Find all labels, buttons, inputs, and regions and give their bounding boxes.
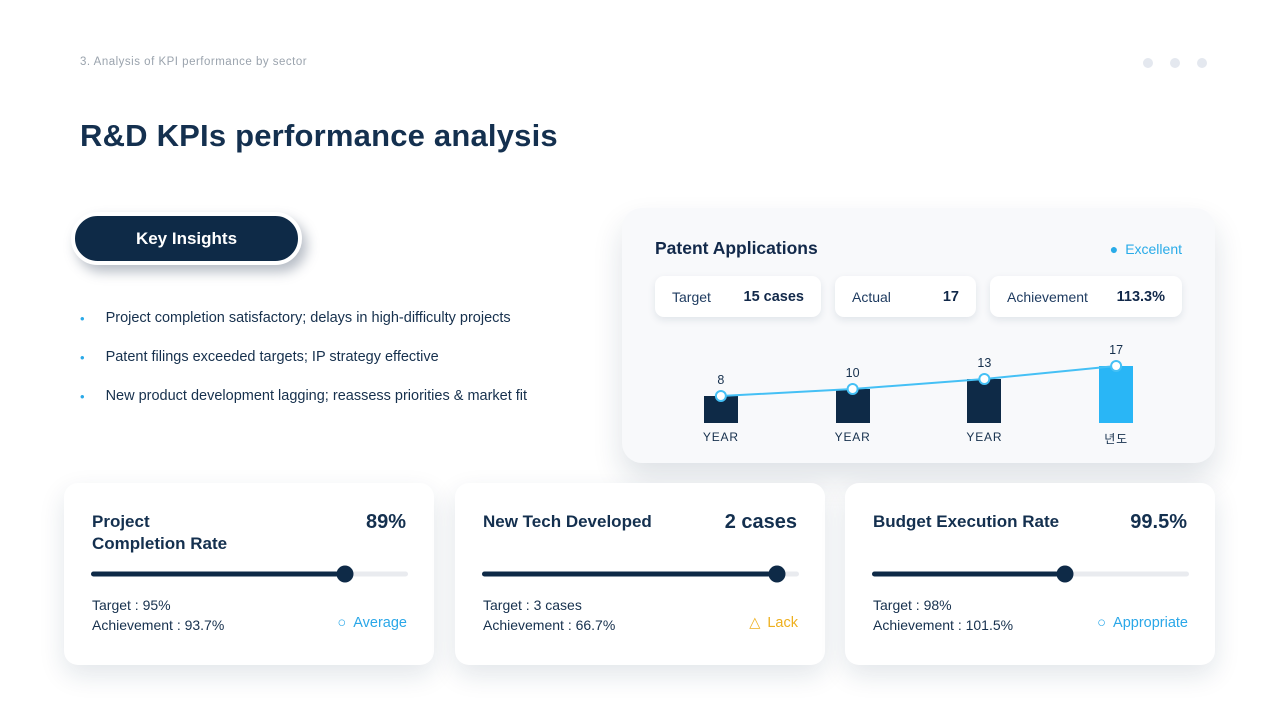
slide-progress-dot: [1170, 58, 1180, 68]
status-circle-icon: ○: [337, 615, 347, 631]
chart-category-label: YEAR: [834, 430, 871, 444]
slide-progress-dot: [1143, 58, 1153, 68]
slider-knob[interactable]: [336, 565, 354, 582]
kpi-achievement: Achievement : 66.7%: [483, 617, 616, 633]
kpi-card-project-completion: Project Completion Rate 89% Target : 95%…: [64, 483, 434, 665]
kpi-target: Target : 98%: [873, 597, 952, 613]
patent-bar-value: 10: [845, 366, 860, 380]
kpi-progress-slider[interactable]: [482, 565, 799, 582]
patent-bar-value: 17: [1109, 343, 1124, 357]
line-marker-icon: [978, 373, 991, 385]
kpi-target: Target : 95%: [92, 597, 171, 613]
page-title: R&D KPIs performance analysis: [80, 118, 558, 153]
line-marker-icon: [846, 383, 859, 395]
status-badge: △ Lack: [749, 615, 798, 631]
kpi-achievement: Achievement : 93.7%: [92, 617, 225, 633]
patent-bar: [967, 379, 1002, 423]
status-badge: ○ Average: [337, 615, 407, 631]
kpi-stats: Target : 95% Achievement : 93.7%: [92, 595, 224, 635]
slider-track: [872, 571, 1189, 576]
kpi-target: Target : 3 cases: [483, 597, 582, 613]
patent-bar-value: 8: [717, 373, 725, 387]
slide-progress-dot: [1197, 58, 1207, 68]
stat-value: 17: [942, 288, 959, 305]
kpi-card-header: Project Completion Rate 89%: [92, 511, 406, 555]
kpi-card-budget-execution: Budget Execution Rate 99.5% Target : 98%…: [845, 483, 1215, 665]
kpi-value: 99.5%: [1130, 511, 1187, 533]
status-label: Lack: [767, 615, 798, 631]
stat-value: 113.3%: [1116, 288, 1165, 305]
slider-fill: [872, 571, 1066, 576]
status-circle-icon: ○: [1097, 615, 1107, 631]
patent-card-header: Patent Applications ● Excellent: [655, 238, 1182, 259]
kpi-stats: Target : 3 cases Achievement : 66.7%: [483, 595, 615, 635]
slider-knob[interactable]: [768, 565, 786, 582]
kpi-title: Project Completion Rate: [92, 512, 228, 553]
chart-category-label: YEAR: [966, 430, 1003, 444]
stat-box-achievement: Achievement 113.3%: [990, 276, 1182, 317]
key-insights-button[interactable]: Key Insights: [71, 212, 302, 265]
slider-fill: [482, 571, 777, 576]
kpi-value: 2 cases: [724, 511, 797, 533]
kpi-value: 89%: [365, 511, 406, 533]
patent-stat-row: Target 15 cases Actual 17 Achievement 11…: [655, 276, 1182, 317]
patent-bar: [1099, 366, 1134, 423]
stat-value: 15 cases: [743, 288, 804, 305]
slider-track: [91, 571, 408, 576]
patent-card-title: Patent Applications: [655, 238, 818, 258]
bullet-text: Patent filings exceeded targets; IP stra…: [105, 349, 439, 365]
bullet-dot-icon: •: [80, 389, 85, 404]
line-marker-icon: [1110, 360, 1123, 372]
kpi-stats: Target : 98% Achievement : 101.5%: [873, 595, 1013, 635]
line-marker-icon: [714, 390, 727, 402]
chart-category-label: YEAR: [702, 430, 739, 444]
chart-plot-area: 8 10 13 17: [655, 341, 1182, 423]
kpi-card-header: New Tech Developed 2 cases: [483, 511, 797, 534]
status-badge: ● Excellent: [1110, 241, 1182, 257]
stat-label: Target: [672, 288, 711, 305]
bullet-text: New product development lagging; reasses…: [105, 388, 528, 404]
slider-track: [482, 571, 799, 576]
list-item: • Project completion satisfactory; delay…: [80, 310, 620, 327]
bullet-dot-icon: •: [80, 350, 85, 365]
stat-box-actual: Actual 17: [835, 276, 976, 317]
slide-kicker: 3. Analysis of KPI performance by sector: [80, 56, 308, 68]
patent-trend-line: [714, 360, 1123, 402]
kpi-achievement: Achievement : 101.5%: [873, 617, 1014, 633]
slider-knob[interactable]: [1056, 565, 1074, 582]
chart-category-label: 년도: [1104, 432, 1128, 446]
kpi-title: New Tech Developed: [483, 512, 652, 531]
list-item: • New product development lagging; reass…: [80, 388, 620, 405]
status-badge: ○ Appropriate: [1097, 615, 1188, 631]
patent-applications-card: Patent Applications ● Excellent Target 1…: [622, 208, 1215, 463]
kpi-progress-slider[interactable]: [91, 565, 408, 582]
slide-progress-dots: [1143, 58, 1207, 68]
patent-trend-chart: 8 10 13 17 YEAR YEAR YEAR 년도: [655, 341, 1182, 447]
status-triangle-icon: △: [749, 615, 761, 631]
status-label: Appropriate: [1113, 615, 1188, 631]
slider-fill: [91, 571, 345, 576]
stat-label: Actual: [852, 288, 891, 305]
chart-category-labels: YEAR YEAR YEAR 년도: [655, 430, 1182, 447]
key-insights-list: • Project completion satisfactory; delay…: [80, 310, 620, 427]
bullet-dot-icon: •: [80, 311, 85, 326]
kpi-title: Budget Execution Rate: [873, 512, 1060, 531]
stat-box-target: Target 15 cases: [655, 276, 821, 317]
status-label: Excellent: [1125, 240, 1182, 257]
stat-label: Achievement: [1007, 288, 1088, 305]
kpi-card-new-tech: New Tech Developed 2 cases Target : 3 ca…: [455, 483, 825, 665]
list-item: • Patent filings exceeded targets; IP st…: [80, 349, 620, 366]
patent-bar-value: 13: [977, 356, 992, 370]
bullet-text: Project completion satisfactory; delays …: [105, 310, 511, 326]
status-dot-icon: ●: [1109, 240, 1119, 257]
kpi-progress-slider[interactable]: [872, 565, 1189, 582]
status-label: Average: [353, 615, 407, 631]
kpi-card-header: Budget Execution Rate 99.5%: [873, 511, 1187, 534]
